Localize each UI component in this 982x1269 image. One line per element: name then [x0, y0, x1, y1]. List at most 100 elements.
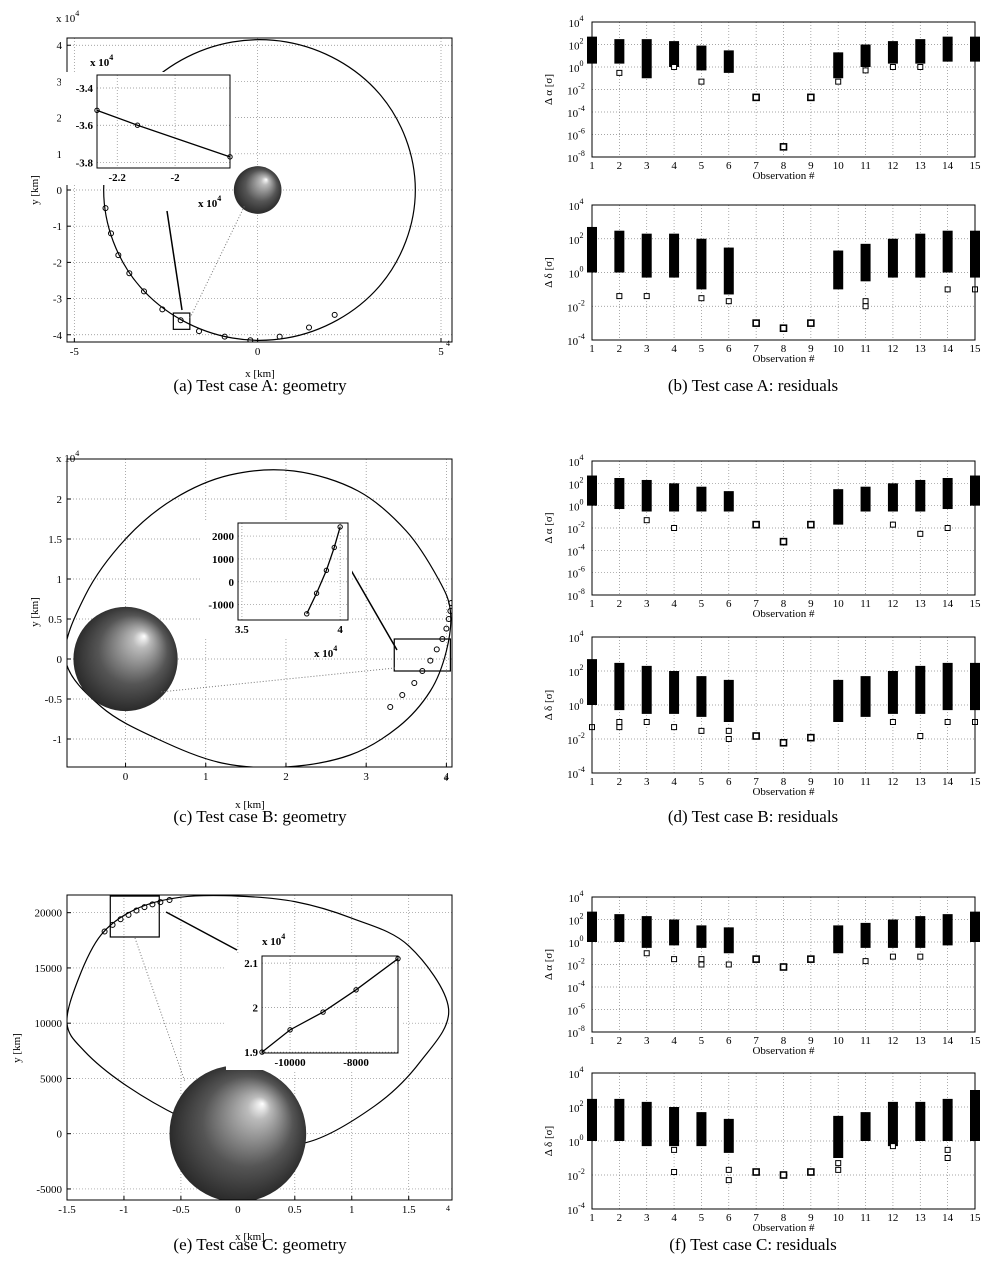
- residual-range: [942, 914, 953, 946]
- residual-range: [915, 233, 926, 278]
- y-tick-label: 104: [569, 453, 584, 469]
- residual-range: [641, 1101, 652, 1147]
- caption: (b) Test case A: residuals: [668, 376, 838, 395]
- x-tick-label: 4: [671, 1035, 677, 1047]
- y-tick-label: 15000: [35, 963, 63, 975]
- inset-y-tick-label: -1000: [208, 600, 234, 612]
- x-tick-label: 9: [808, 598, 814, 610]
- inset-y-multiplier-base: x 10: [262, 936, 282, 948]
- x-tick-label: 7: [753, 1035, 759, 1047]
- x-tick-label: 15: [970, 160, 982, 172]
- inset-x-tick-label: -2.2: [109, 172, 127, 184]
- x-axis-label: x [km]: [235, 1231, 265, 1243]
- x-tick-label: 2: [617, 776, 623, 788]
- y-tick-label-base: 10: [569, 1103, 581, 1115]
- inset-marker: [313, 590, 320, 596]
- residual-point: [671, 1146, 678, 1153]
- y-tick-label: 100: [569, 498, 584, 514]
- inset-frame: [261, 955, 399, 1054]
- x-tick-label: 3: [644, 776, 650, 788]
- residual-point: [862, 298, 869, 305]
- x-tick-label: 6: [726, 598, 732, 610]
- x-tick-label: 9: [808, 1212, 814, 1224]
- y-tick-label-exp: -2: [578, 82, 585, 91]
- inset-frame: [237, 522, 349, 621]
- x-tick-label: -1.5: [58, 1204, 76, 1216]
- residual-range: [669, 919, 680, 946]
- observation-marker: [427, 657, 434, 664]
- x-tick-label: 12: [887, 343, 898, 355]
- residual-range: [614, 1098, 625, 1141]
- x-tick-label: 10: [833, 160, 845, 172]
- x-tick-label: 1: [589, 598, 595, 610]
- y-tick-label-exp: 0: [580, 498, 584, 507]
- x-tick-label: 13: [915, 1212, 927, 1224]
- y-tick-label: 10-8: [567, 149, 585, 165]
- x-tick-label: 1: [349, 1204, 355, 1216]
- x-axis-label: x [km]: [235, 799, 265, 811]
- x-tick-label: 14: [942, 343, 954, 355]
- observation-marker: [177, 317, 184, 324]
- residual-range: [807, 1168, 815, 1176]
- y-tick-label-exp: -8: [578, 1024, 585, 1033]
- y-tick-label-exp: 4: [580, 197, 584, 206]
- y-tick-label-exp: -2: [578, 731, 585, 740]
- inset-y-multiplier: x 104: [262, 932, 285, 948]
- x-tick-label: 1: [203, 771, 209, 783]
- y-tick-label: 5000: [40, 1073, 63, 1085]
- y-tick-label-exp: 0: [580, 265, 584, 274]
- x-tick-label: 8: [781, 343, 787, 355]
- residual-point: [889, 521, 896, 528]
- observation-marker: [117, 916, 124, 923]
- residual-range: [641, 479, 652, 512]
- inset-marker: [337, 524, 343, 530]
- observation-marker: [331, 311, 338, 318]
- inset-marker: [320, 1009, 326, 1015]
- residual-range: [641, 916, 652, 948]
- y-tick-label-exp: -6: [578, 127, 585, 136]
- inset-x-tick-label: -8000: [343, 1057, 369, 1069]
- observation-marker: [157, 899, 164, 906]
- residual-point: [944, 719, 951, 725]
- x-tick-label: 1: [589, 1035, 595, 1047]
- inset-x-tick-label: 3.5: [235, 624, 249, 636]
- x-tick-label: 14: [942, 1212, 954, 1224]
- residual-range: [833, 489, 844, 525]
- y-tick-label: 0: [57, 185, 63, 197]
- y-tick-label: 0.5: [48, 614, 62, 626]
- residual-range: [779, 963, 788, 971]
- residual-point: [835, 1166, 842, 1173]
- y-tick-label-base: 10: [567, 108, 579, 120]
- frame: [591, 204, 976, 341]
- y-tick-label: 10-8: [567, 587, 585, 603]
- residual-range: [942, 662, 953, 711]
- y-tick-label: -0.5: [45, 694, 63, 706]
- y-tick-label-base: 10: [567, 1205, 579, 1217]
- x-tick-label: 10: [833, 343, 845, 355]
- y-tick-label: 10-6: [567, 565, 585, 581]
- y-tick-label-base: 10: [567, 524, 579, 536]
- residual-range: [696, 486, 707, 512]
- y-tick-label: 102: [569, 475, 584, 491]
- x-tick-label: 10: [833, 598, 845, 610]
- y-tick-label: 102: [569, 37, 584, 53]
- inset-x-tick-label: -10000: [274, 1057, 306, 1069]
- residual-point: [835, 78, 842, 85]
- x-multiplier: 4: [446, 339, 450, 348]
- y-tick-label-base: 10: [567, 336, 579, 348]
- y-tick-label: -5000: [36, 1184, 62, 1196]
- y-tick-label-base: 10: [567, 983, 579, 995]
- y-tick-label-base: 10: [567, 546, 579, 558]
- y-multiplier-exp: 4: [75, 449, 79, 458]
- orbit: [103, 39, 416, 341]
- x-tick-label: 11: [860, 1212, 871, 1224]
- x-tick-label: 3: [363, 771, 369, 783]
- x-tick-label: 15: [970, 1212, 982, 1224]
- residual-range: [752, 319, 760, 327]
- residual-point: [616, 293, 623, 300]
- frame: [591, 21, 976, 158]
- y-tick-label-exp: 0: [580, 934, 584, 943]
- observation-marker: [141, 904, 148, 911]
- residual-range: [752, 1168, 760, 1176]
- y-tick-label-base: 10: [567, 769, 579, 781]
